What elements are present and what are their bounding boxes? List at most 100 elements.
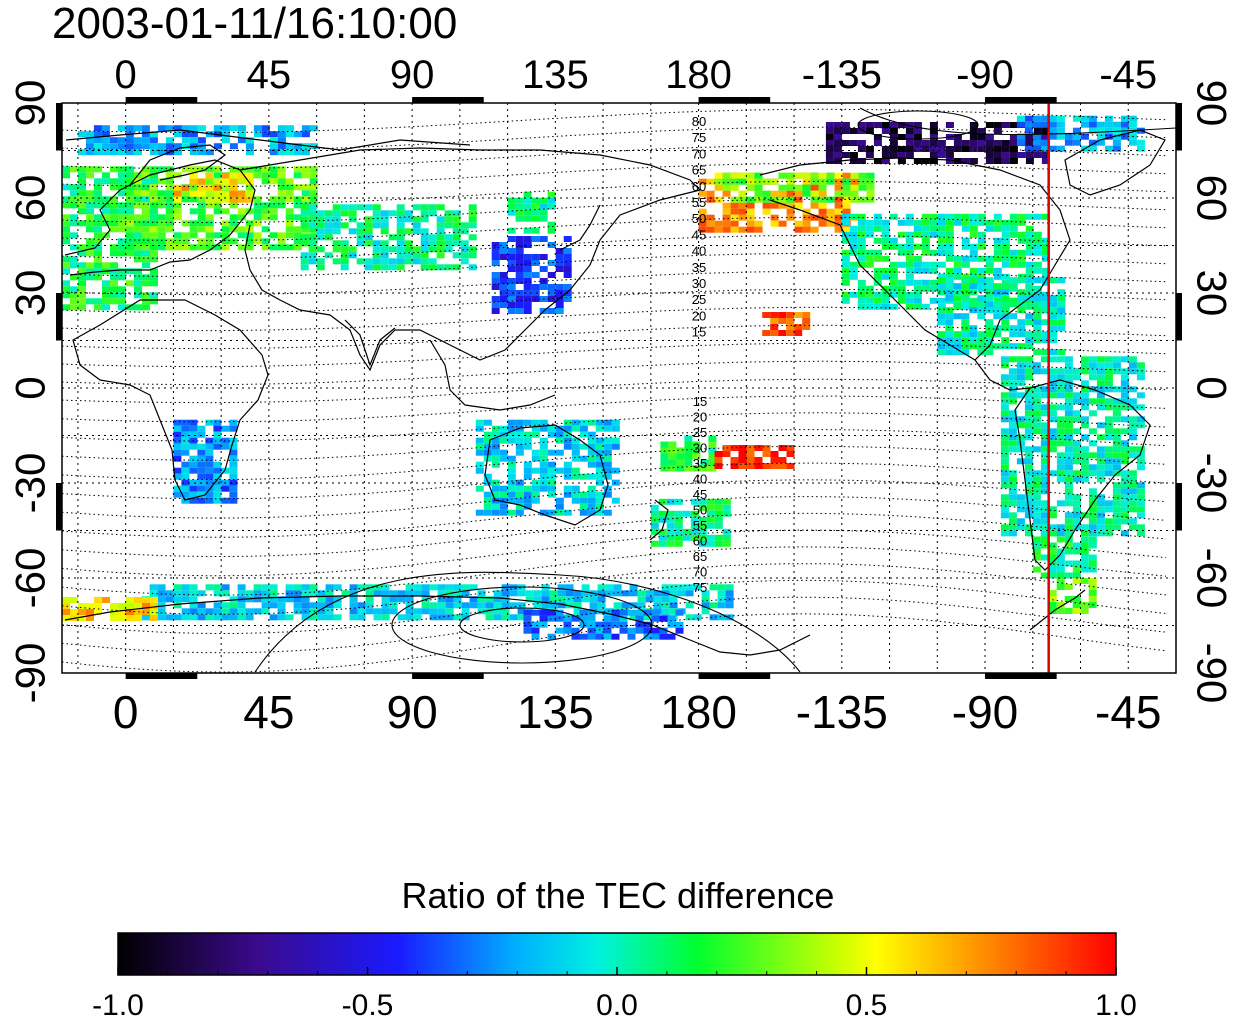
x-tick-label-bottom: 45 — [243, 686, 294, 738]
tec-cell — [929, 158, 938, 164]
tec-cell — [493, 602, 502, 609]
tec-cell — [397, 590, 406, 597]
tec-cell — [1032, 476, 1041, 483]
tec-cell — [953, 146, 962, 152]
tec-cell — [1064, 410, 1073, 417]
tec-cell — [825, 152, 834, 158]
tec-cell — [125, 196, 134, 203]
tec-cell — [1048, 386, 1057, 393]
tec-cell — [1056, 548, 1065, 555]
tec-cell — [661, 602, 670, 609]
frame-bar-top — [125, 97, 198, 103]
tec-cell — [205, 226, 214, 233]
tec-cell — [523, 260, 532, 266]
contour-label: 25 — [693, 425, 707, 440]
tec-cell — [1057, 349, 1066, 356]
tec-cell — [549, 602, 558, 609]
tec-cell — [420, 246, 429, 253]
tec-cell — [86, 172, 94, 179]
tec-cell — [650, 540, 659, 547]
tec-cell — [356, 240, 365, 247]
tec-cell — [1049, 319, 1058, 326]
frame-bar-left — [56, 293, 62, 341]
tec-cell — [738, 445, 747, 451]
tec-cell — [261, 125, 270, 132]
tec-cell — [676, 453, 685, 460]
tec-cell — [1088, 139, 1097, 146]
tec-cell — [277, 608, 286, 615]
tec-cell — [1056, 464, 1065, 471]
tec-cell — [381, 596, 390, 603]
tec-cell — [637, 590, 646, 597]
tec-cell — [285, 190, 294, 197]
tec-cell — [1072, 458, 1081, 465]
tec-cell — [205, 419, 214, 426]
tec-cell — [738, 214, 747, 221]
tec-cell — [62, 220, 70, 227]
tec-cell — [1024, 530, 1033, 537]
tec-cell — [189, 149, 198, 156]
tec-cell — [1025, 213, 1034, 220]
tec-cell — [1072, 476, 1081, 483]
tec-cell — [1056, 422, 1065, 429]
tec-cell — [1120, 512, 1129, 519]
tec-cell — [461, 602, 470, 609]
tec-cell — [1104, 428, 1113, 435]
tec-cell — [985, 140, 994, 146]
tec-cell — [1001, 283, 1010, 290]
tec-cell — [706, 534, 715, 541]
tec-cell — [770, 324, 779, 330]
tec-cell — [1080, 434, 1089, 441]
tec-cell — [1024, 500, 1033, 507]
tec-cell — [205, 473, 214, 480]
tec-cell — [1072, 428, 1081, 435]
tec-cell — [1033, 249, 1042, 256]
tec-cell — [1088, 368, 1097, 375]
tec-cell — [1040, 506, 1049, 513]
tec-cell — [555, 437, 564, 444]
tec-cell — [1088, 560, 1097, 567]
tec-cell — [722, 451, 731, 457]
tec-cell — [381, 614, 390, 621]
tec-cell — [1064, 542, 1073, 549]
tec-cell — [1040, 422, 1049, 429]
tec-cell — [1104, 434, 1113, 441]
tec-cell — [181, 125, 190, 132]
tec-cell — [730, 172, 739, 179]
y-tick-label-left: 30 — [7, 270, 54, 317]
tec-cell — [531, 296, 540, 302]
tec-cell — [1048, 434, 1057, 441]
tec-cell — [573, 596, 582, 603]
tec-cell — [738, 178, 747, 185]
tec-cell — [929, 134, 938, 140]
tec-cell — [929, 140, 938, 146]
tec-cell — [778, 463, 787, 469]
field-line — [62, 529, 1167, 577]
tec-cell — [94, 214, 102, 221]
tec-cell — [515, 437, 524, 444]
tec-cell — [770, 457, 779, 463]
tec-cell — [237, 602, 246, 609]
tec-cell — [118, 220, 126, 227]
tec-cell — [436, 240, 445, 247]
tec-cell — [372, 216, 381, 223]
tec-cell — [650, 510, 659, 517]
tec-cell — [547, 609, 556, 616]
tec-cell — [1056, 572, 1065, 579]
tec-cell — [945, 231, 954, 238]
tec-cell — [70, 262, 78, 269]
tec-cell — [301, 184, 310, 191]
tec-cell — [110, 220, 118, 227]
tec-cell — [1000, 398, 1009, 405]
tec-cell — [993, 307, 1002, 314]
tec-cell — [300, 210, 309, 217]
tec-cell — [70, 597, 78, 603]
tec-cell — [213, 425, 222, 432]
tec-cell — [157, 602, 166, 609]
tec-cell — [1008, 488, 1017, 495]
tec-cell — [810, 202, 819, 209]
tec-cell — [1000, 512, 1009, 519]
tec-cell — [1024, 476, 1033, 483]
tec-cell — [985, 219, 994, 226]
tec-cell — [603, 491, 612, 498]
